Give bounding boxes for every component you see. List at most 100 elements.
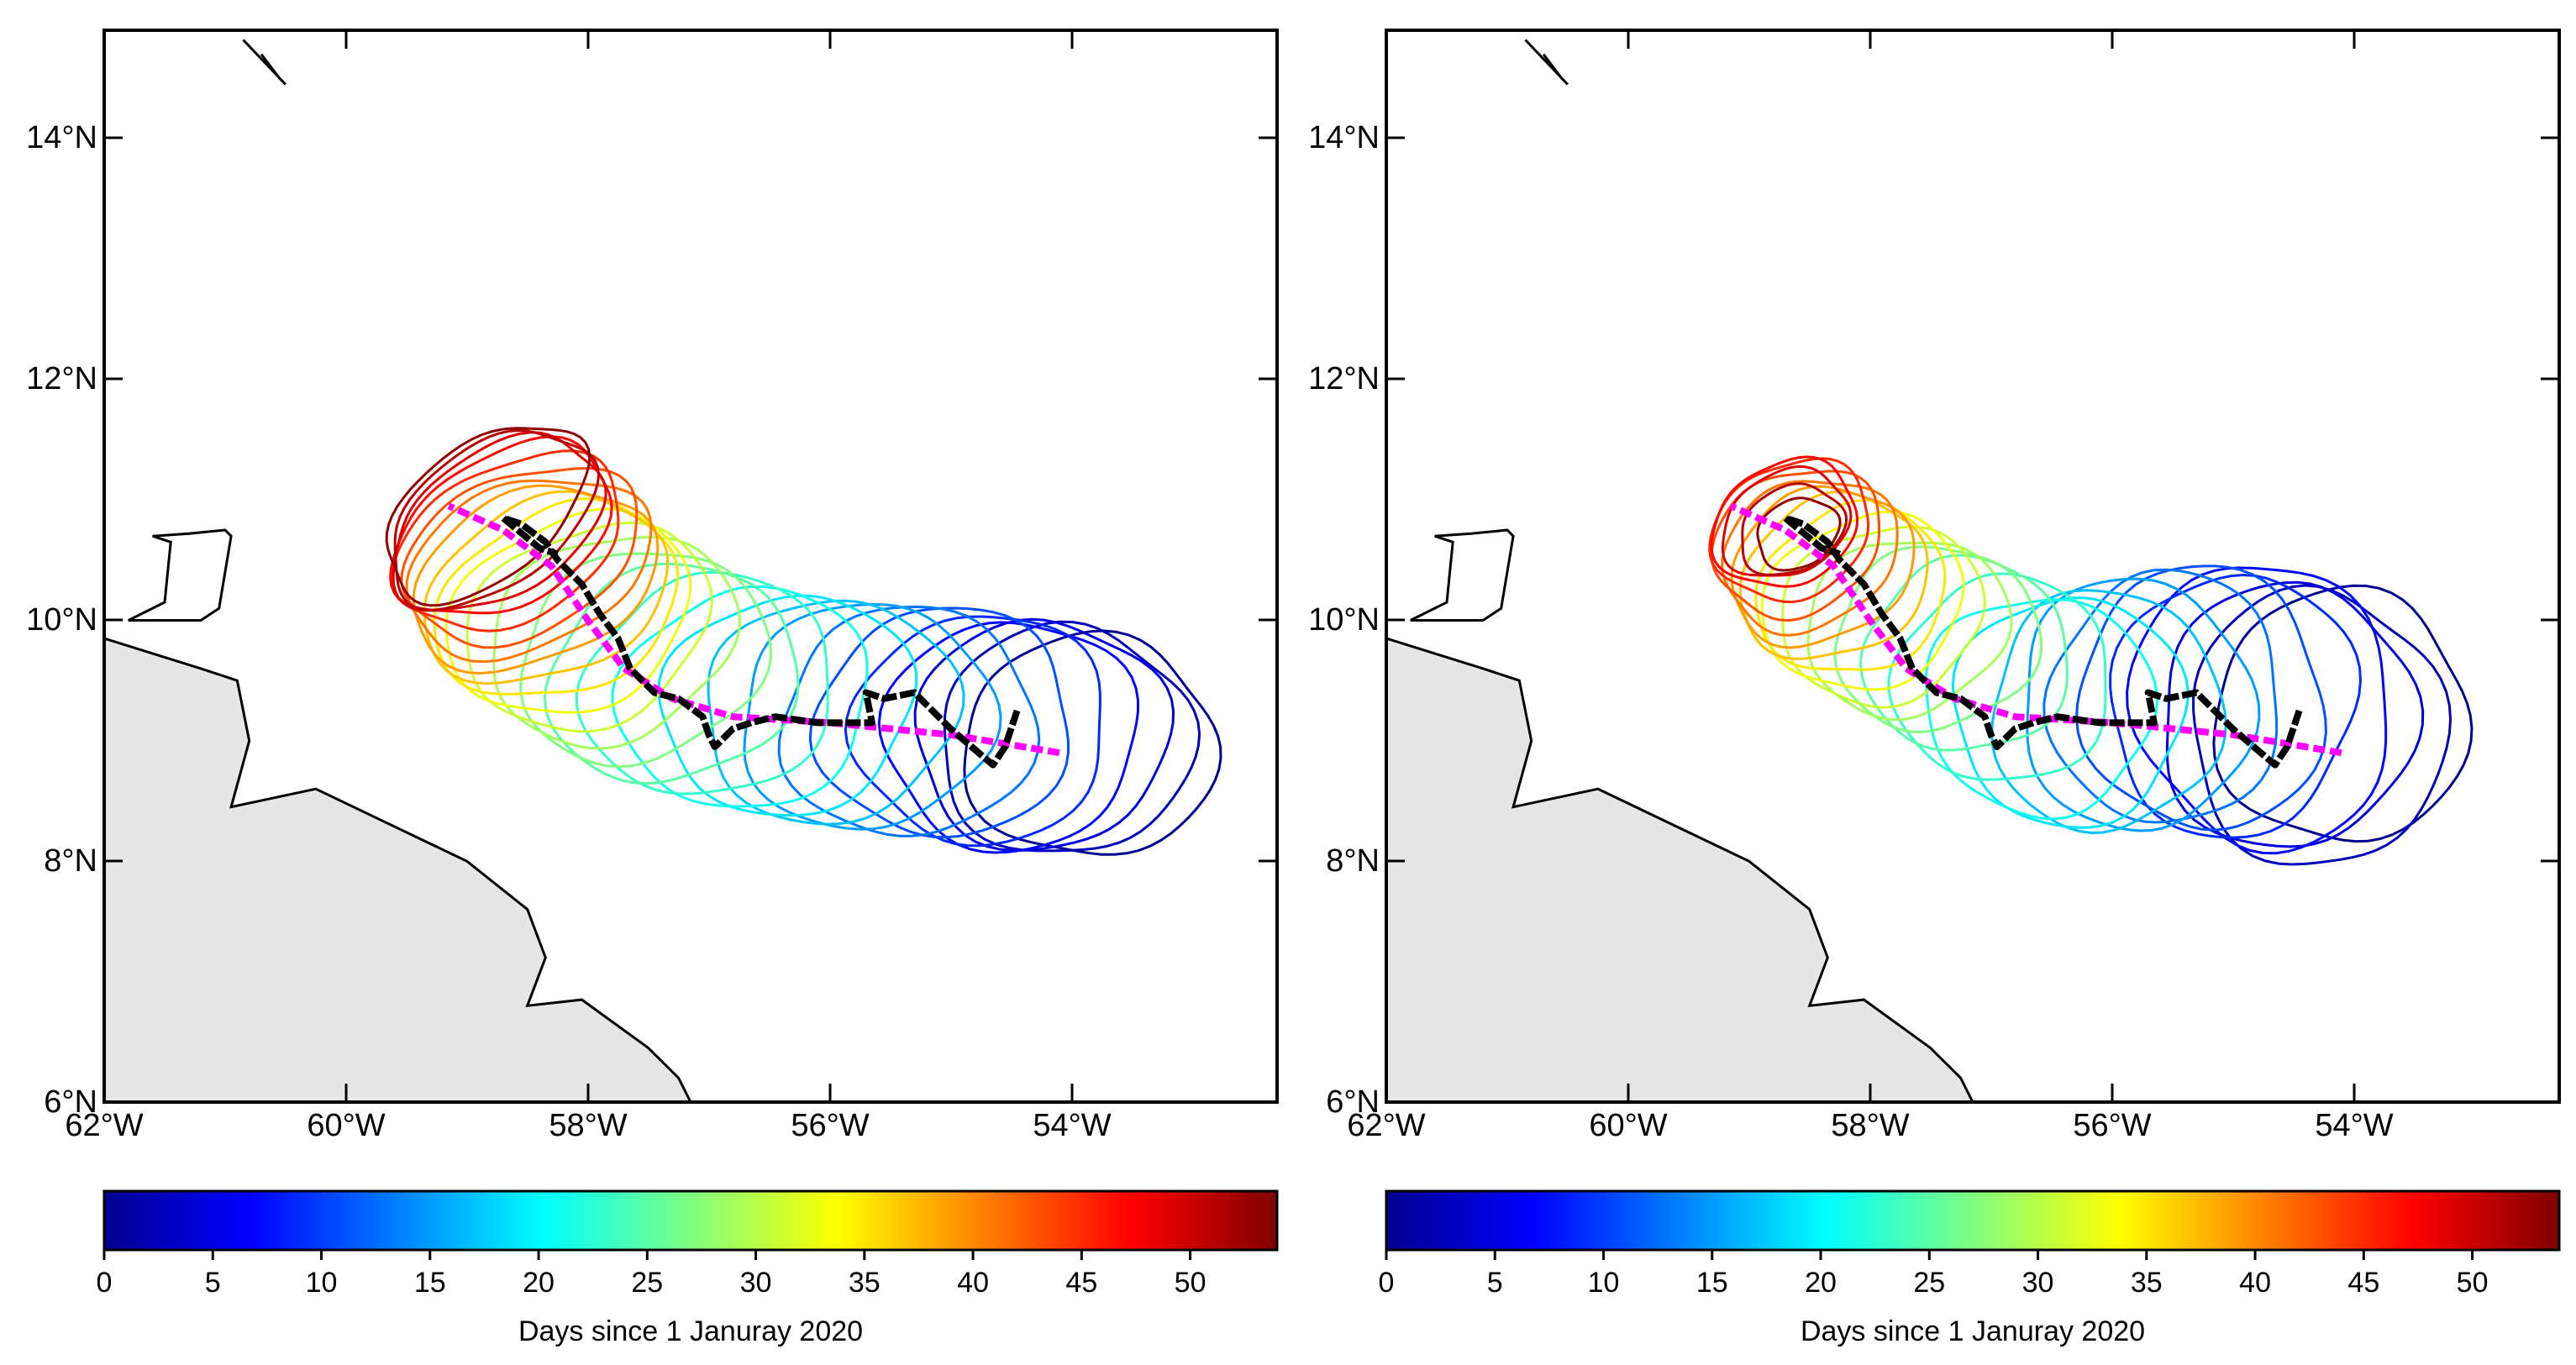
colorbar-tick-label: 15 [1696, 1267, 1728, 1299]
colorbar-tick-label: 5 [1487, 1267, 1503, 1299]
observed-track-line [1781, 514, 2303, 769]
colorbar-tick-label: 10 [1588, 1267, 1620, 1299]
y-tick: 8°N [1326, 843, 2559, 879]
x-tick: 54°W [2315, 30, 2394, 1143]
x-tick-label: 56°W [791, 1108, 869, 1143]
colorbar-tick-label: 35 [849, 1267, 881, 1299]
y-tick-label: 14°N [26, 120, 97, 155]
map-area-left [104, 39, 1222, 1102]
land-south-america [1386, 637, 1974, 1102]
y-axis: 6°N 8°N 10°N 12°N 14°N [1308, 120, 2559, 1120]
contour-day-15 [743, 602, 1002, 831]
colorbar-title: Days since 1 Januray 2020 [518, 1315, 863, 1347]
y-tick-label: 6°N [44, 1084, 97, 1120]
land-tobago [242, 39, 287, 86]
y-tick: 6°N [44, 1084, 1277, 1120]
contour-day-23 [575, 570, 829, 795]
contour-day-3 [943, 620, 1201, 853]
contour-day-37 [423, 490, 670, 685]
x-tick: 62°W [65, 1084, 144, 1143]
y-tick-label: 12°N [1308, 361, 1380, 396]
x-tick-label: 54°W [2315, 1108, 2393, 1143]
land-trinidad [128, 528, 233, 622]
contour-day-9 [2109, 573, 2363, 839]
contour-day-19 [1951, 596, 2190, 829]
contour-day-53 [385, 427, 591, 607]
y-tick: 14°N [1308, 120, 2559, 155]
y-tick-label: 6°N [1326, 1084, 1380, 1120]
x-tick: 56°W [2073, 30, 2152, 1143]
y-tick: 6°N [1326, 1084, 2559, 1120]
land-trinidad [1410, 528, 1515, 622]
drifter-contours [1708, 455, 2473, 866]
contour-day-47 [1710, 455, 1859, 588]
colorbar-tick-label: 40 [957, 1267, 989, 1299]
contour-day-9 [844, 615, 1101, 848]
colorbar: 0 5 10 15 20 25 30 35 40 45 50 Days since 1 Janura… [97, 1189, 1279, 1347]
colorbar-tick-label: 20 [523, 1267, 555, 1299]
map-area-right [1386, 39, 2473, 1102]
colorbar-tick-label: 45 [2347, 1267, 2379, 1299]
x-tick-label: 60°W [307, 1108, 385, 1143]
drifter-contours [385, 427, 1222, 856]
x-tick-label: 60°W [1589, 1108, 1667, 1143]
x-tick-label: 62°W [65, 1108, 143, 1143]
contour-day-19 [657, 594, 918, 817]
colorbar-tick-label: 45 [1065, 1267, 1097, 1299]
x-tick-label: 56°W [2073, 1108, 2151, 1143]
contour-day-49 [1721, 465, 1853, 577]
land-south-america [104, 637, 692, 1102]
y-tick: 8°N [44, 843, 1277, 879]
contour-day-41 [405, 479, 653, 664]
contour-day-5 [913, 617, 1175, 853]
colorbar-tick-label: 35 [2131, 1267, 2163, 1299]
colorbar-tick-label: 5 [205, 1267, 221, 1299]
observed-track-line [499, 514, 1021, 769]
colorbar-tick-label: 25 [1913, 1267, 1945, 1299]
map-frame [103, 29, 1279, 1104]
colorbar-gradient [103, 1189, 1279, 1252]
colorbar-tick-label: 25 [631, 1267, 663, 1299]
contour-day-43 [1710, 470, 1881, 622]
contour-day-47 [389, 435, 613, 615]
contour-day-1 [2212, 584, 2473, 843]
colorbar-tick-label: 15 [414, 1267, 446, 1299]
x-tick: 62°W [1347, 1084, 1426, 1143]
contour-day-51 [393, 428, 601, 612]
contour-day-23 [1887, 572, 2107, 781]
map-panel-left: 6°N 8°N 10°N 12°N 14°N 62°W 60°W 58°W 56… [26, 29, 1279, 1347]
y-tick-label: 12°N [26, 361, 97, 396]
contour-day-43 [400, 466, 639, 649]
colorbar-tick-label: 20 [1805, 1267, 1837, 1299]
x-tick: 60°W [1589, 30, 1668, 1143]
y-tick: 10°N [26, 602, 1277, 638]
contour-day-35 [433, 497, 680, 696]
colorbar-tick-label: 50 [1175, 1267, 1207, 1299]
colorbar-tick-label: 0 [97, 1267, 113, 1299]
map-frame [1385, 29, 2561, 1104]
y-tick-label: 10°N [1308, 602, 1380, 638]
contour-day-53 [1756, 496, 1842, 572]
colorbar-ticks: 0 5 10 15 20 25 30 35 40 45 50 [97, 1250, 1207, 1299]
y-tick-label: 14°N [1308, 120, 1380, 155]
contour-day-13 [777, 605, 1041, 837]
x-tick-label: 62°W [1347, 1108, 1425, 1143]
colorbar-tick-label: 30 [2022, 1267, 2054, 1299]
y-axis: 6°N 8°N 10°N 12°N 14°N [26, 120, 1277, 1120]
contour-day-41 [1721, 480, 1899, 637]
land-tobago [1524, 39, 1569, 86]
x-tick: 58°W [549, 30, 628, 1143]
x-tick-label: 54°W [1033, 1108, 1111, 1143]
contour-day-39 [412, 484, 660, 675]
contour-day-49 [392, 431, 607, 612]
colorbar-tick-label: 40 [2239, 1267, 2271, 1299]
colorbar-gradient [1385, 1189, 2561, 1252]
contour-day-1 [963, 629, 1222, 856]
y-tick: 12°N [26, 361, 1277, 396]
x-tick: 56°W [791, 30, 870, 1143]
x-axis: 62°W 60°W 58°W 56°W 54°W [65, 30, 1112, 1143]
contour-day-7 [2126, 566, 2388, 855]
colorbar-tick-label: 10 [306, 1267, 338, 1299]
x-tick-label: 58°W [549, 1108, 627, 1143]
colorbar-tick-label: 30 [740, 1267, 772, 1299]
